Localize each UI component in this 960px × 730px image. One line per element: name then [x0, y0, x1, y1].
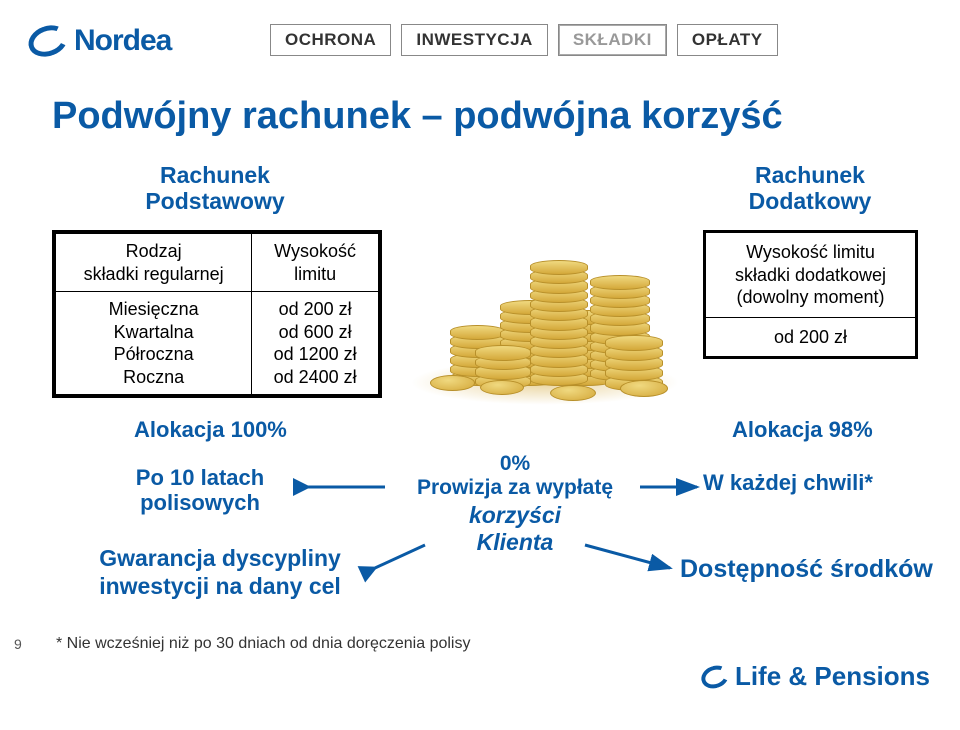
tab-opłaty[interactable]: OPŁATY: [677, 24, 778, 56]
dostep-text: Dostępność środków: [680, 555, 933, 584]
logo-arc-icon: [24, 20, 72, 62]
footnote: * Nie wcześniej niż po 30 dniach od dnia…: [56, 635, 470, 653]
center-line4: Klienta: [400, 529, 630, 556]
right-allocation: Alokacja 98%: [732, 417, 873, 443]
arrow-icon: [300, 477, 390, 502]
right-subheading: RachunekDodatkowy: [725, 162, 895, 215]
center-line2: Prowizja za wypłatę: [400, 476, 630, 500]
right-box-row: od 200 zł: [706, 318, 915, 357]
tab-inwestycja[interactable]: INWESTYCJA: [401, 24, 547, 56]
page-number: 9: [14, 636, 22, 652]
table-cell: MiesięcznaKwartalnaPółrocznaRoczna: [56, 292, 252, 395]
left-table: Rodzajskładki regularnejWysokośćlimituMi…: [52, 230, 382, 398]
center-line1: 0%: [400, 452, 630, 476]
tab-ochrona[interactable]: OCHRONA: [270, 24, 391, 56]
coins-illustration: [420, 180, 680, 400]
arrow-icon: [635, 477, 705, 502]
gwarancja-text: Gwarancja dyscyplinyinwestycji na dany c…: [65, 545, 375, 600]
table-header: Rodzajskładki regularnej: [56, 234, 252, 292]
tab-bar: OCHRONA INWESTYCJA SKŁADKI OPŁATY: [270, 24, 778, 56]
center-block: 0% Prowizja za wypłatę korzyści Klienta: [400, 452, 630, 556]
table-header: Wysokośćlimitu: [252, 234, 379, 292]
po10-text: Po 10 latachpolisowych: [115, 465, 285, 516]
table-cell: od 200 złod 600 złod 1200 złod 2400 zł: [252, 292, 379, 395]
wkazdej-text: W każdej chwili*: [703, 470, 873, 496]
tab-składki[interactable]: SKŁADKI: [558, 24, 667, 56]
right-box: Wysokość limituskładki dodatkowej(dowoln…: [703, 230, 918, 359]
left-subheading: RachunekPodstawowy: [120, 162, 310, 215]
center-line3: korzyści: [400, 502, 630, 529]
brand-logo: Nordea: [28, 24, 171, 58]
right-box-row: Wysokość limituskładki dodatkowej(dowoln…: [706, 233, 915, 318]
logo-arc-icon: [698, 661, 732, 691]
life-pensions-logo: Life & Pensions: [701, 661, 930, 692]
page-title: Podwójny rachunek – podwójna korzyść: [52, 95, 783, 138]
left-allocation: Alokacja 100%: [134, 417, 287, 443]
logo-text: Nordea: [74, 24, 171, 58]
lp-logo-text: Life & Pensions: [735, 661, 930, 692]
